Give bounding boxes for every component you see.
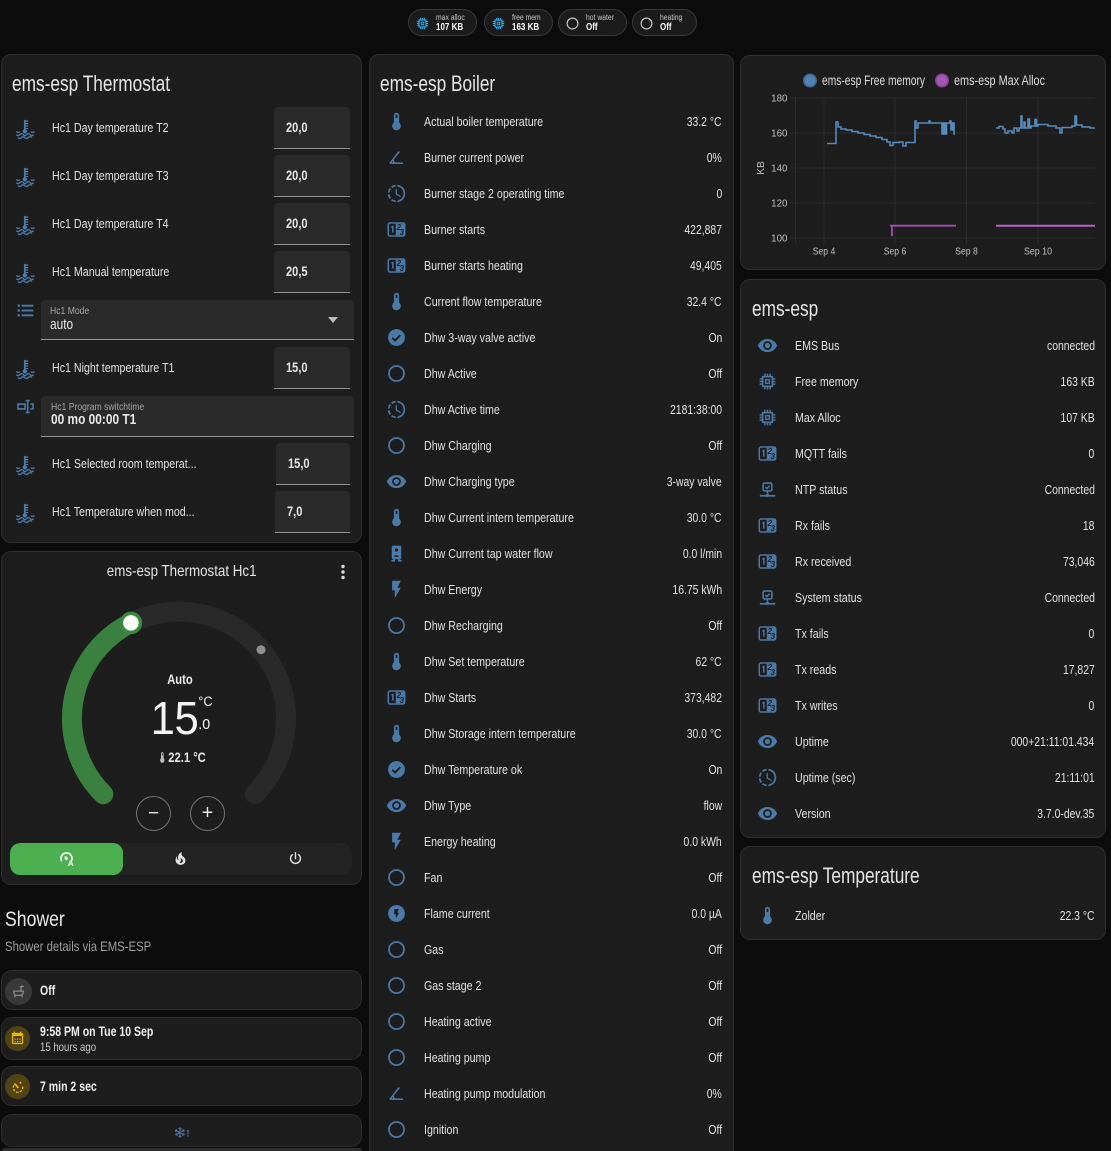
svg-text:2: 2 [767, 555, 773, 564]
svg-text:KB: KB [756, 161, 767, 175]
svg-text:140: 140 [771, 163, 788, 174]
svg-text:100: 100 [771, 233, 788, 244]
svg-text:Sep 6: Sep 6 [884, 247, 907, 258]
svg-text:3: 3 [771, 632, 776, 641]
svg-text:180: 180 [771, 93, 788, 104]
svg-text:3: 3 [771, 668, 776, 677]
svg-text:3: 3 [399, 696, 404, 705]
svg-text:2: 2 [767, 627, 773, 636]
svg-text:3: 3 [771, 704, 776, 713]
svg-text:2: 2 [767, 699, 773, 708]
svg-text:3: 3 [399, 228, 404, 237]
svg-text:A: A [68, 859, 74, 868]
svg-text:Sep 8: Sep 8 [955, 247, 978, 258]
svg-text:Sep 4: Sep 4 [813, 247, 836, 258]
svg-text:3: 3 [399, 264, 404, 273]
svg-text:!: ! [186, 1129, 189, 1139]
svg-text:3: 3 [771, 560, 776, 569]
svg-text:2: 2 [767, 663, 773, 672]
svg-text:2: 2 [395, 691, 401, 700]
svg-text:Sep 10: Sep 10 [1024, 247, 1052, 258]
svg-text:3: 3 [771, 452, 776, 461]
svg-text:ems-esp Free memory: ems-esp Free memory [822, 73, 925, 88]
svg-text:120: 120 [771, 198, 788, 209]
svg-text:160: 160 [771, 128, 788, 139]
svg-text:2: 2 [395, 259, 401, 268]
svg-text:ems-esp Max Alloc: ems-esp Max Alloc [954, 73, 1045, 88]
svg-text:2: 2 [767, 447, 773, 456]
svg-text:3: 3 [771, 524, 776, 533]
svg-text:2: 2 [395, 223, 401, 232]
svg-text:2: 2 [767, 519, 773, 528]
